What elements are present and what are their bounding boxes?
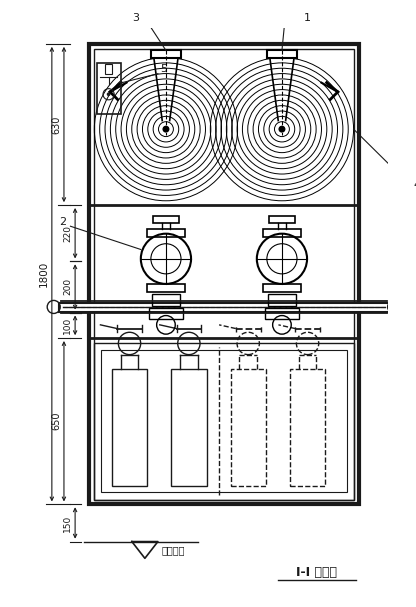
Text: 150: 150 — [63, 514, 72, 532]
Circle shape — [163, 126, 169, 132]
Text: 2: 2 — [59, 217, 66, 226]
Bar — [147, 229, 185, 237]
Bar — [263, 229, 300, 237]
Bar — [153, 216, 179, 223]
Bar — [94, 343, 354, 500]
Bar — [263, 284, 300, 293]
Text: 3: 3 — [132, 13, 139, 24]
Bar — [269, 216, 295, 223]
Bar — [152, 294, 180, 307]
Text: I-I 剖面图: I-I 剖面图 — [297, 566, 337, 579]
Text: 1: 1 — [304, 13, 311, 24]
Text: 200: 200 — [63, 279, 72, 296]
Bar — [265, 308, 299, 319]
Text: 650: 650 — [51, 412, 61, 430]
Bar — [268, 294, 296, 307]
Bar — [101, 350, 347, 492]
Bar — [147, 284, 185, 293]
Bar — [105, 64, 112, 74]
Bar — [151, 50, 181, 58]
Bar — [290, 370, 325, 486]
Bar — [112, 370, 147, 486]
Bar — [97, 63, 121, 114]
Text: 4: 4 — [414, 180, 416, 190]
Circle shape — [279, 126, 285, 132]
Bar — [267, 50, 297, 58]
Bar — [230, 370, 266, 486]
Text: 室内地面: 室内地面 — [162, 545, 185, 555]
Text: 5: 5 — [160, 64, 167, 74]
Text: 1800: 1800 — [39, 261, 49, 287]
Text: 100: 100 — [63, 317, 72, 334]
Bar — [171, 370, 207, 486]
Bar — [94, 49, 354, 500]
Circle shape — [107, 92, 111, 96]
Bar — [89, 44, 359, 504]
Text: 220: 220 — [63, 225, 72, 242]
Bar — [149, 308, 183, 319]
Text: 630: 630 — [51, 115, 61, 134]
